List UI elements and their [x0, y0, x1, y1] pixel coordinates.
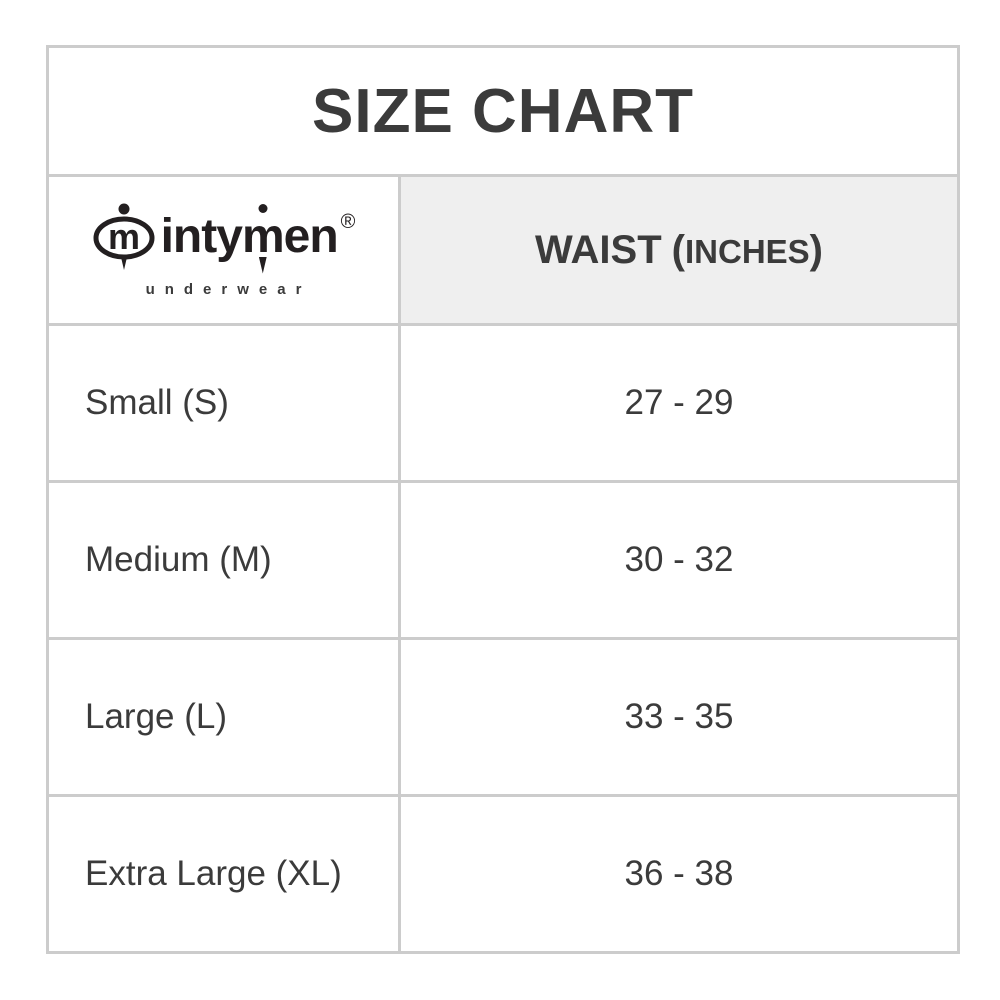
size-cell: Medium (M) [46, 480, 401, 640]
brand-mark-letter: m [108, 216, 140, 257]
waist-cell: 36 - 38 [398, 794, 960, 954]
registered-trademark-icon: ® [340, 210, 356, 233]
title-row: SIZE CHART [46, 45, 960, 177]
waist-header-unit: INCHES [684, 232, 810, 270]
column-header-waist: WAIST (INCHES) [398, 174, 960, 326]
waist-header-close-paren: ) [809, 227, 823, 272]
waist-header-open-paren: ( [671, 227, 685, 272]
brand-tagline: underwear [145, 281, 312, 298]
waist-cell: 33 - 35 [398, 637, 960, 797]
brand-name: intymen ® [161, 212, 356, 261]
table-row: Small (S) 27 - 29 [46, 323, 960, 483]
brand-mark-icon: m [93, 203, 155, 270]
brand-logo: m intymen ® underwear [92, 201, 356, 298]
size-chart: SIZE CHART m intymen ® underwear [46, 45, 960, 954]
header-row: m intymen ® underwear WAIST (INCHES) [46, 174, 960, 326]
size-cell: Large (L) [46, 637, 401, 797]
brand-name-m: m [241, 209, 285, 263]
table-row: Medium (M) 30 - 32 [46, 480, 960, 640]
brand-name-part2: en [283, 209, 339, 263]
table-row: Large (L) 33 - 35 [46, 637, 960, 797]
waist-header-label: WAIST [534, 227, 662, 272]
waist-cell: 27 - 29 [398, 323, 960, 483]
brand-wordmark: m intymen ® [92, 201, 356, 271]
size-cell: Extra Large (XL) [46, 794, 401, 954]
brand-logo-cell: m intymen ® underwear [46, 174, 401, 326]
size-chart-table: SIZE CHART m intymen ® underwear [46, 45, 960, 954]
page-title: SIZE CHART [46, 45, 960, 177]
brand-name-part1: inty [160, 209, 243, 263]
waist-cell: 30 - 32 [398, 480, 960, 640]
size-cell: Small (S) [46, 323, 401, 483]
table-row: Extra Large (XL) 36 - 38 [46, 794, 960, 954]
